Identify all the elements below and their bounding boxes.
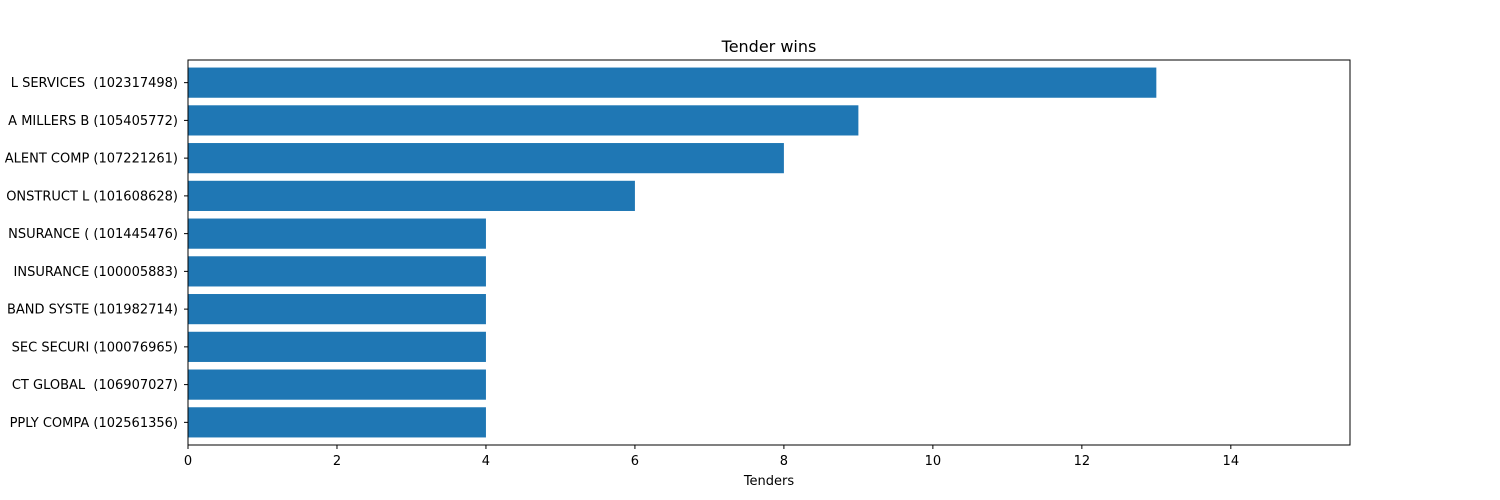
bar — [188, 143, 784, 174]
bar — [188, 369, 486, 400]
bar — [188, 180, 635, 211]
plot-area-frame — [187, 59, 1351, 446]
y-tick-label: ONSTRUCT L (101608628) — [6, 189, 178, 204]
x-tick-label: 2 — [333, 454, 341, 469]
chart-title: Tender wins — [721, 37, 817, 56]
bar — [188, 407, 486, 438]
y-tick-label: PPLY COMPA (102561356) — [10, 416, 178, 431]
bar — [188, 331, 486, 362]
y-axis-ticks: L SERVICES (102317498) A MILLERS B (10540… — [5, 76, 188, 431]
y-tick-label: CT GLOBAL (106907027) — [12, 378, 178, 393]
bar — [188, 105, 859, 136]
x-tick-label: 10 — [925, 454, 942, 469]
y-tick-label: BAND SYSTE (101982714) — [7, 303, 178, 318]
x-tick-label: 12 — [1074, 454, 1091, 469]
x-tick-label: 6 — [631, 454, 639, 469]
y-tick-label: NSURANCE ( (101445476) — [8, 227, 178, 242]
bar — [188, 256, 486, 287]
x-tick-label: 0 — [184, 454, 192, 469]
bar — [188, 67, 1157, 98]
x-axis-ticks: 0 2 4 6 8 10 12 14 — [184, 445, 1239, 469]
x-tick-label: 14 — [1223, 454, 1240, 469]
bar — [188, 294, 486, 325]
bar — [188, 218, 486, 249]
y-tick-label: SEC SECURI (100076965) — [12, 340, 178, 355]
y-tick-label: L SERVICES (102317498) — [11, 76, 178, 91]
x-axis-label: Tenders — [743, 474, 795, 489]
y-tick-label: A MILLERS B (105405772) — [8, 114, 178, 129]
bars-layer — [188, 67, 1157, 438]
y-tick-label: ALENT COMP (107221261) — [5, 152, 178, 167]
x-tick-label: 8 — [780, 454, 788, 469]
y-tick-label: INSURANCE (100005883) — [9, 265, 178, 280]
x-tick-label: 4 — [482, 454, 490, 469]
